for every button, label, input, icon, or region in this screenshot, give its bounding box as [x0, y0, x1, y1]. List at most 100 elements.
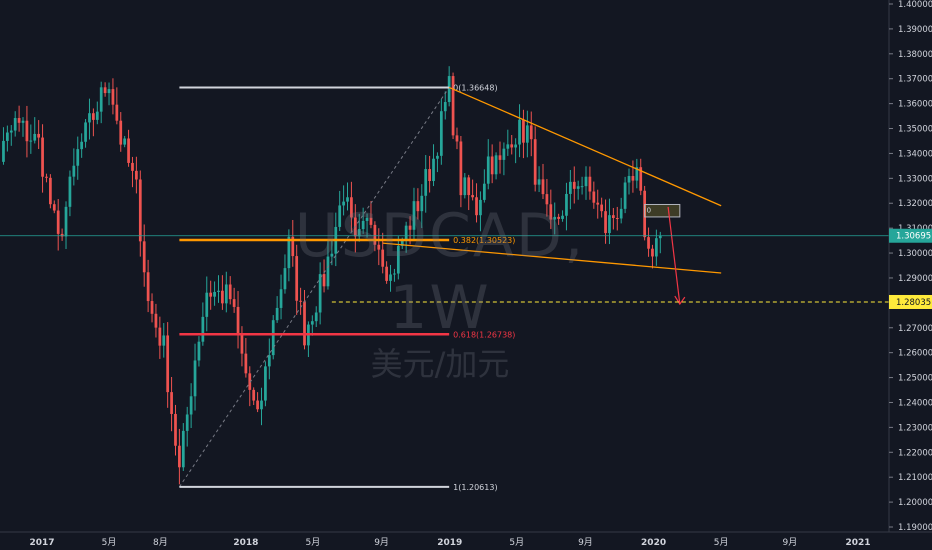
price-tick-label: 1.29000: [898, 274, 932, 284]
candle-body: [88, 113, 91, 123]
target-price-tag: 1.28035: [896, 298, 931, 308]
candle-body: [72, 165, 76, 177]
candle-body: [561, 215, 564, 219]
candle-body: [205, 292, 209, 317]
price-axis[interactable]: 1.40000 1.39000 1.38000 1.37000 1.36000 1.350…: [889, 0, 932, 533]
candle-body: [522, 119, 525, 143]
candle-body: [123, 138, 127, 145]
candle-body: [635, 167, 639, 181]
candle-body: [6, 132, 9, 141]
candle-body: [29, 140, 33, 142]
drawings-layer: 0(1.36648) 0.382(1.30523) 0.618(1.26738) 1(…: [0, 83, 889, 492]
time-tick-label: 9月: [578, 537, 593, 548]
candle-body: [529, 125, 533, 140]
candle-body: [13, 118, 17, 131]
candle-body: [471, 195, 474, 198]
candle-body: [80, 141, 84, 150]
time-tick-label: 9月: [374, 537, 389, 548]
candle-body: [271, 320, 275, 356]
candle-body: [416, 201, 420, 212]
candle-body: [287, 236, 291, 269]
time-tick-label: 9月: [782, 537, 797, 548]
candle-body: [549, 204, 553, 220]
candle-body: [350, 197, 353, 218]
candle-body: [252, 389, 256, 401]
candle-body: [41, 137, 44, 177]
time-tick-label: 2021: [845, 538, 870, 548]
candle-body: [572, 181, 576, 189]
candle-body: [107, 89, 111, 94]
price-tick-label: 1.23000: [898, 423, 932, 433]
resistance-box-label: 0: [647, 206, 651, 214]
candle-body: [568, 181, 572, 194]
candle-body: [318, 274, 322, 313]
candle-body: [588, 176, 592, 192]
time-tick-label: 8月: [153, 537, 168, 548]
candle-body: [138, 179, 142, 242]
candle-body: [408, 225, 412, 230]
candle-body: [381, 249, 385, 267]
candle-body: [608, 215, 611, 234]
candle-body: [131, 162, 134, 171]
candle-body: [557, 216, 561, 219]
price-tick-label: 1.21000: [898, 473, 932, 483]
candle-body: [592, 191, 596, 203]
candle-body: [482, 183, 486, 200]
triangle-trendline: [382, 242, 722, 274]
candle-body: [428, 169, 431, 182]
candle-body: [490, 156, 494, 175]
candle-body: [158, 327, 162, 346]
candle-body: [545, 194, 549, 205]
time-axis[interactable]: 2017 5月 8月 2018 5月 9月 2019 5月 9月 2020 5月 9月 2021: [29, 537, 870, 548]
candle-body: [443, 102, 447, 112]
price-tick-label: 1.34000: [898, 149, 932, 159]
candle-body: [68, 176, 72, 207]
candle-body: [142, 241, 146, 273]
candle-body: [2, 140, 5, 162]
price-tick-label: 1.38000: [898, 50, 932, 60]
candle-body: [201, 316, 205, 342]
candle-body: [369, 217, 373, 225]
candle-body: [611, 215, 615, 218]
price-tick-label: 1.26000: [898, 349, 932, 359]
candle-body: [479, 199, 482, 216]
candle-body: [541, 179, 545, 195]
candle-body: [455, 135, 459, 142]
candle-body: [373, 224, 377, 245]
candle-body: [146, 272, 150, 302]
candle-body: [189, 396, 193, 415]
price-tick-label: 1.24000: [898, 398, 932, 408]
candle-body: [393, 273, 396, 275]
candle-body: [494, 155, 498, 175]
price-tick-label: 1.22000: [898, 448, 932, 458]
candle-body: [135, 170, 138, 180]
candle-body: [357, 229, 361, 237]
candle-body: [232, 299, 236, 307]
candle-body: [486, 156, 490, 184]
candle-body: [170, 392, 173, 414]
last-price-tag: 1.30695: [896, 232, 931, 242]
candle-body: [310, 321, 314, 325]
projection-arrow-line: [667, 206, 681, 305]
candle-body: [600, 204, 604, 212]
candle-body: [322, 274, 326, 287]
candle-body: [576, 186, 580, 189]
candle-body: [283, 268, 287, 290]
price-tick-label: 1.35000: [898, 125, 932, 135]
price-labels: 1.30695 1.28035: [889, 228, 932, 309]
candle-body: [299, 300, 302, 302]
candle-body: [103, 87, 107, 94]
fib-trend-line: [178, 87, 450, 488]
candle-body: [174, 413, 177, 446]
candle-body: [185, 414, 189, 431]
time-tick-label: 5月: [102, 537, 117, 548]
candle-body: [33, 133, 37, 141]
candle-body: [518, 119, 521, 145]
candle-body: [76, 149, 80, 166]
time-tick-label: 5月: [714, 537, 729, 548]
candle-body: [580, 186, 584, 188]
candle-body: [193, 360, 197, 397]
candle-body: [498, 155, 502, 160]
candle-body: [537, 179, 541, 185]
